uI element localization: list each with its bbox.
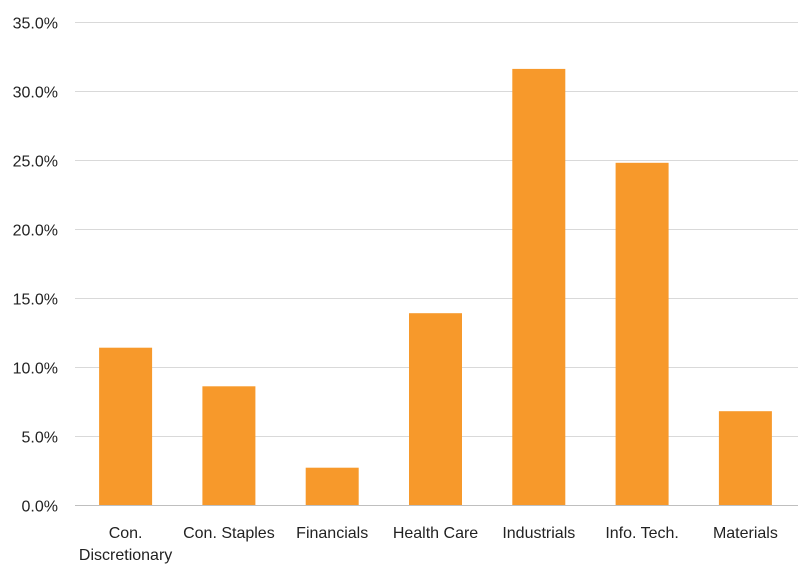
bar bbox=[512, 68, 566, 506]
y-tick-label: 15.0% bbox=[13, 292, 58, 309]
x-category-label: Con. bbox=[109, 525, 143, 542]
x-axis-category-labels: Con. Discretionary Con. Staples Financials H… bbox=[79, 525, 778, 564]
x-category-label: Materials bbox=[713, 525, 778, 542]
y-tick-label: 0.0% bbox=[22, 499, 58, 516]
x-category-label: Health Care bbox=[393, 525, 478, 542]
x-category-label: Info. Tech. bbox=[605, 525, 679, 542]
bar bbox=[409, 313, 462, 505]
bar bbox=[615, 162, 669, 506]
y-axis-tick-labels: 0.0% 5.0% 10.0% 15.0% 20.0% 25.0% 30.0% 35.0% bbox=[13, 16, 58, 516]
x-category-label: Financials bbox=[296, 525, 368, 542]
bar bbox=[202, 386, 256, 505]
x-category-label: Industrials bbox=[502, 525, 575, 542]
bar bbox=[99, 347, 153, 505]
y-tick-label: 30.0% bbox=[13, 85, 58, 102]
y-tick-label: 25.0% bbox=[13, 154, 58, 171]
y-tick-label: 5.0% bbox=[22, 430, 58, 447]
bar bbox=[305, 467, 359, 505]
bar bbox=[718, 411, 772, 505]
x-category-label: Discretionary bbox=[79, 547, 172, 564]
y-tick-label: 20.0% bbox=[13, 223, 58, 240]
x-category-label: Con. Staples bbox=[183, 525, 275, 542]
y-tick-label: 35.0% bbox=[13, 16, 58, 33]
bars bbox=[99, 68, 772, 506]
y-tick-label: 10.0% bbox=[13, 361, 58, 378]
